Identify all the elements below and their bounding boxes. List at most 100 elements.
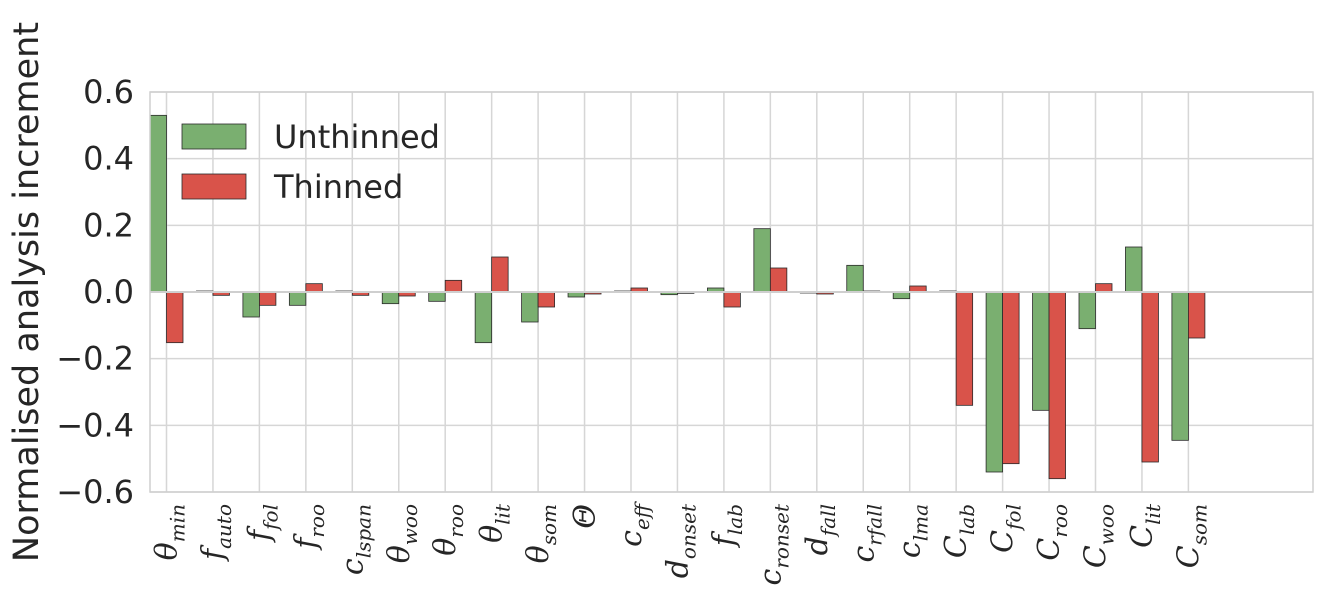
x-tick-label: Csom (1171, 504, 1211, 568)
x-tick-subscript: ronset (769, 503, 793, 569)
bar-thinned-8 (537, 291, 555, 308)
bar-unthinned-19 (1032, 291, 1050, 411)
legend-swatch-thinned (181, 173, 247, 200)
y-tick-label: 0.4 (83, 140, 134, 178)
x-tick-label: crfall (846, 504, 886, 563)
x-tick-subscript: fol (1002, 504, 1026, 532)
x-tick-base: θ (428, 538, 463, 556)
x-tick-label: Cwoo (1079, 504, 1119, 568)
bar-thinned-12 (723, 291, 741, 308)
bar-unthinned-18 (985, 291, 1003, 473)
y-tick-label: −0.6 (56, 473, 134, 511)
x-tick-base: c (893, 541, 928, 558)
x-tick-base: c (846, 546, 881, 563)
bars-group (149, 114, 1206, 480)
y-tick-label: 0.0 (83, 273, 134, 311)
x-tick-subscript: lspan (351, 504, 375, 558)
x-tick-base: Θ (568, 504, 603, 529)
bar-thinned-21 (1141, 291, 1159, 463)
x-tick-base: d (800, 536, 835, 555)
bar-unthinned-5 (381, 291, 400, 305)
x-tick-subscript: woo (1095, 504, 1119, 545)
x-tick-base: θ (150, 542, 185, 560)
bar-thinned-13 (769, 267, 788, 293)
x-tick-label: Clit (1125, 503, 1165, 548)
x-tick-subscript: fall (816, 504, 840, 538)
x-tick-subscript: roo (1048, 504, 1072, 538)
x-tick-base: θ (521, 545, 556, 563)
legend-label-thinned: Thinned (273, 168, 403, 206)
bar-thinned-7 (491, 256, 509, 293)
bar-unthinned-22 (1171, 291, 1189, 441)
bar-thinned-0 (166, 291, 184, 344)
x-tick-label: froo (289, 504, 329, 551)
legend-label-unthinned: Unthinned (274, 118, 440, 156)
bar-thinned-3 (305, 283, 323, 293)
x-tick-label: cronset (753, 503, 793, 585)
legend-swatch-unthinned (181, 123, 247, 150)
x-tick-subscript: eff (630, 500, 654, 530)
bar-unthinned-20 (1078, 291, 1096, 330)
x-tick-label: dfall (800, 504, 840, 555)
x-tick-base: c (753, 568, 788, 585)
y-tick-label: 0.6 (83, 73, 134, 111)
x-tick-label: θroo (428, 504, 468, 556)
bar-thinned-20 (1095, 283, 1113, 293)
x-tick-subscript: lma (909, 504, 933, 541)
bar-unthinned-13 (753, 228, 771, 293)
bar-thinned-17 (955, 291, 974, 406)
bar-unthinned-6 (428, 291, 446, 302)
x-tick-subscript: min (166, 504, 190, 542)
bar-unthinned-0 (149, 114, 167, 293)
y-tick-label: −0.4 (56, 406, 134, 444)
y-tick-labels: 0.6 0.4 0.2 0.0 −0.2 −0.4 −0.6 (56, 73, 134, 511)
x-tick-subscript: roo (444, 504, 468, 538)
x-tick-label: ffol (242, 504, 282, 543)
bar-thinned-22 (1188, 291, 1206, 339)
x-tick-base: d (660, 559, 695, 578)
x-tick-label: θsom (521, 504, 561, 563)
x-tick-subscript: lit (1141, 503, 1165, 525)
x-tick-label: Θ (568, 504, 603, 529)
y-tick-label: 0.2 (83, 206, 134, 244)
x-tick-base: C (1171, 545, 1206, 568)
x-tick-subscript: lit (491, 503, 515, 525)
x-tick-base: C (1032, 538, 1067, 561)
x-tick-label: θmin (150, 504, 190, 560)
y-axis-label: Normalised analysis increment (7, 22, 47, 562)
x-tick-label: clspan (335, 504, 375, 575)
x-tick-base: c (335, 558, 370, 575)
bar-unthinned-7 (474, 291, 493, 344)
x-tick-label: θlit (475, 503, 515, 543)
legend: Unthinned Thinned (181, 118, 440, 206)
x-tick-subscript: auto (212, 504, 236, 549)
bar-unthinned-3 (288, 291, 307, 306)
bar-unthinned-8 (521, 291, 539, 323)
x-tick-subscript: roo (305, 504, 329, 538)
bar-thinned-18 (1002, 291, 1020, 465)
bar-thinned-2 (258, 291, 277, 306)
bar-thinned-19 (1048, 291, 1066, 480)
x-tick-subscript: onset (676, 503, 700, 559)
x-tick-label: Cfol (986, 504, 1026, 553)
x-tick-subscript: lab (723, 504, 747, 535)
y-tick-label: −0.2 (56, 340, 134, 378)
x-tick-base: θ (475, 525, 510, 543)
x-tick-label: donset (660, 503, 700, 578)
x-tick-subscript: fol (258, 504, 282, 532)
bar-unthinned-2 (242, 291, 260, 318)
bar-thinned-6 (444, 279, 463, 293)
x-tick-label: ceff (614, 500, 654, 547)
x-tick-base: C (1079, 545, 1114, 568)
x-tick-subscript: som (1187, 504, 1211, 545)
plot-frame (149, 91, 1314, 493)
x-tick-label: Croo (1032, 504, 1072, 561)
x-tick-subscript: lab (955, 504, 979, 535)
x-tick-base: C (1125, 525, 1160, 548)
bar-unthinned-15 (846, 264, 864, 293)
x-tick-base: C (986, 530, 1021, 553)
x-tick-label: flab (707, 504, 747, 548)
bar-unthinned-21 (1125, 246, 1143, 293)
